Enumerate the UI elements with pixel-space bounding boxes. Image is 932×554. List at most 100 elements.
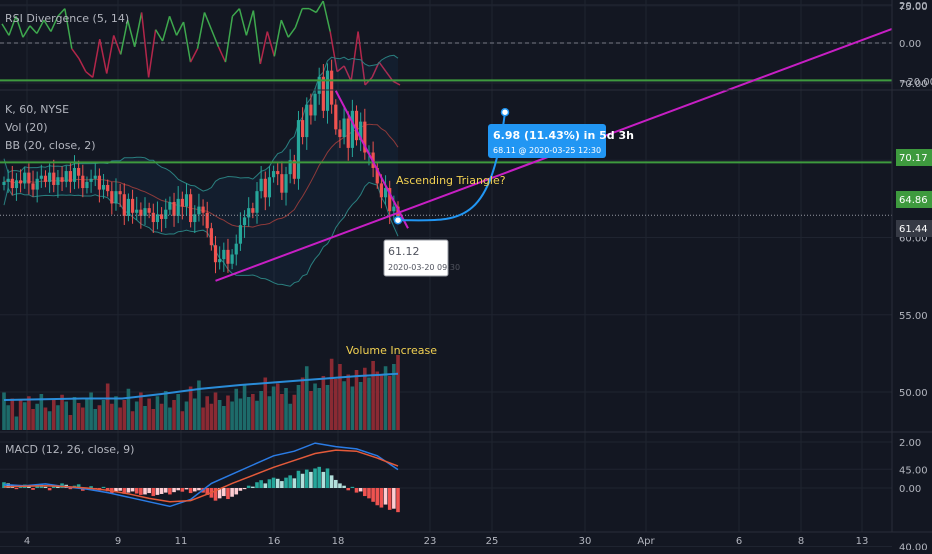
bb-title: BB (20, close, 2) <box>5 139 96 152</box>
candle-body <box>363 121 367 153</box>
candle-body <box>77 167 81 176</box>
candle-body <box>118 191 122 195</box>
rsi-segment <box>357 31 366 86</box>
triangle-annotation[interactable]: Ascending Triangle? <box>396 174 506 187</box>
candle-body <box>114 191 118 204</box>
rsi-pane[interactable] <box>0 0 892 86</box>
price-y-tick-label: 60.00 <box>899 234 928 245</box>
candle-body <box>330 70 334 105</box>
macd-histogram-bar <box>56 486 60 488</box>
bollinger-upper <box>3 54 399 192</box>
macd-histogram-bar <box>101 486 106 488</box>
macd-histogram-bar <box>317 466 321 488</box>
bollinger-fill <box>4 55 398 287</box>
volume-bar <box>226 395 230 430</box>
macd-histogram-bar <box>27 485 31 488</box>
rsi-y-tick-label: 20.00 <box>899 1 928 12</box>
rsi-segment <box>85 71 94 78</box>
macd-histogram-bar <box>371 488 375 502</box>
macd-histogram-bar <box>122 488 127 494</box>
volume-bar <box>163 391 168 430</box>
macd-histogram-bar <box>31 488 35 490</box>
rsi-segment <box>133 12 143 47</box>
rsi-segment <box>245 10 255 36</box>
x-tick-label: 25 <box>486 536 499 547</box>
candle-body <box>130 198 135 213</box>
candle-body <box>14 180 19 189</box>
volume-bar <box>321 376 326 430</box>
volume-bar <box>309 391 313 430</box>
rsi-segment <box>238 8 248 36</box>
macd-histogram-bar <box>275 478 280 488</box>
x-tick-label: 8 <box>798 536 804 547</box>
candle-body <box>180 198 184 207</box>
macd-histogram-bar <box>234 488 239 495</box>
x-tick-label: 11 <box>175 536 188 547</box>
candle-body <box>93 175 97 179</box>
candle-body <box>392 206 396 212</box>
volume-bar <box>89 392 93 430</box>
volume-pane[interactable] <box>2 355 400 430</box>
rsi-segment <box>378 61 387 73</box>
candle-body <box>184 194 189 207</box>
macd-histogram-bar <box>263 483 268 488</box>
rsi-segment <box>168 16 178 36</box>
candle-body <box>64 171 68 182</box>
volume-bar <box>292 394 297 430</box>
low-price-callout[interactable]: 61.12 2020-03-20 09:30 <box>383 239 460 277</box>
candle-body <box>151 212 155 223</box>
rsi-segment <box>126 19 136 48</box>
volume-bar <box>168 407 172 430</box>
price-pane[interactable] <box>0 27 893 287</box>
candle-body <box>218 259 222 263</box>
candle-body <box>122 194 126 216</box>
volume-bar <box>375 371 380 430</box>
volume-bar <box>188 386 193 430</box>
candle-body <box>101 184 106 190</box>
macd-histogram-bar <box>143 488 147 495</box>
price-y-tick-label: 45.00 <box>899 465 928 476</box>
volume-bar <box>64 401 69 430</box>
rsi-segment <box>315 0 324 13</box>
macd-y-tick-label: 2.00 <box>899 438 921 449</box>
macd-pane[interactable] <box>2 442 400 513</box>
candle-body <box>164 209 168 219</box>
price-y-tick-label: 50.00 <box>899 388 928 399</box>
macd-histogram-bar <box>159 488 164 494</box>
macd-histogram-bar <box>246 485 251 488</box>
volume-bar <box>6 405 10 430</box>
descending-trendline <box>334 90 409 229</box>
candle-body <box>288 160 292 175</box>
projection-label[interactable]: 6.98 (11.43%) in 5d 3h 68.11 @ 2020-03-2… <box>488 124 634 158</box>
volume-annotation[interactable]: Volume Increase <box>346 344 437 357</box>
bollinger-lower <box>3 181 399 287</box>
rsi-segment <box>392 80 401 86</box>
price-y-tick-label: 40.00 <box>899 543 928 551</box>
candle-body <box>39 175 43 179</box>
macd-histogram-bar <box>346 488 351 491</box>
macd-histogram-bar <box>300 473 305 488</box>
macd-histogram-bar <box>255 482 259 488</box>
volume-bar <box>342 381 346 430</box>
rsi-y-tick-label: 0.00 <box>899 39 921 50</box>
macd-histogram-bar <box>309 471 313 488</box>
volume-bar <box>280 394 284 430</box>
volume-bar <box>56 405 60 430</box>
macd-histogram-bar <box>217 488 222 499</box>
x-tick-label: Apr <box>637 536 655 547</box>
macd-histogram-bar <box>304 469 309 488</box>
candle-body <box>338 129 342 138</box>
volume-bar <box>176 394 180 430</box>
candle-body <box>18 180 23 184</box>
macd-histogram-bar <box>271 477 276 488</box>
volume-bar <box>159 403 164 430</box>
candle-body <box>242 217 247 226</box>
volume-bar <box>246 397 251 430</box>
macd-histogram-bar <box>354 488 359 493</box>
volume-bar <box>329 358 334 430</box>
volume-bar <box>350 386 355 430</box>
projection-target: 68.11 @ 2020-03-25 12:30 <box>493 146 601 155</box>
candle-body <box>255 191 259 213</box>
volume-bar <box>139 392 143 430</box>
